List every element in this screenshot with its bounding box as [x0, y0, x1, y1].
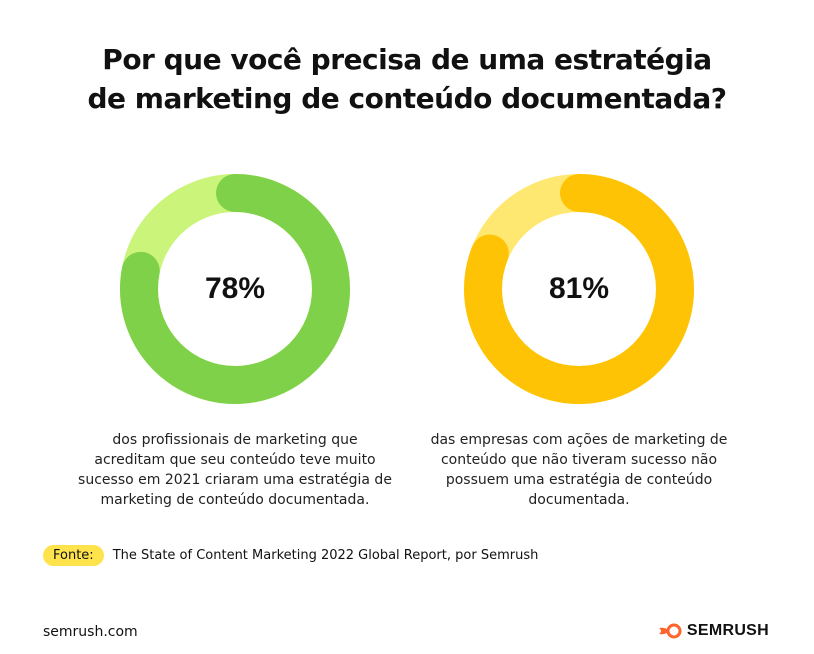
donut-2-value-label: 81% [548, 272, 610, 305]
source-badge: Fonte: [43, 545, 104, 566]
donut-1-value-slice [120, 174, 350, 404]
title-line-2: de marketing de conteúdo documentada? [87, 82, 727, 115]
semrush-logo: SEMRUSH [657, 622, 769, 640]
source-text: The State of Content Marketing 2022 Glob… [112, 548, 539, 563]
page-title: Por que você precisa de uma estratégia d… [0, 40, 814, 118]
semrush-flame-icon [658, 623, 682, 639]
donut-chart-2-svg [464, 174, 694, 404]
donut-chart-1-svg [120, 174, 350, 404]
donut-2-caption: das empresas com ações de marketing de c… [430, 432, 728, 508]
donut-1-caption: dos profissionais de marketing que acred… [78, 432, 392, 508]
title-line-1: Por que você precisa de uma estratégia [102, 43, 712, 76]
semrush-wordmark: SEMRUSH [686, 622, 769, 639]
donut-chart-2: 81% [462, 172, 696, 406]
donut-2-value-slice [464, 174, 694, 404]
donut-chart-1: 78% [118, 172, 352, 406]
footer-url: semrush.com [43, 624, 138, 640]
source-note: Fonte: The State of Content Marketing 20… [43, 545, 538, 566]
donut-1-value-label: 78% [204, 272, 266, 305]
